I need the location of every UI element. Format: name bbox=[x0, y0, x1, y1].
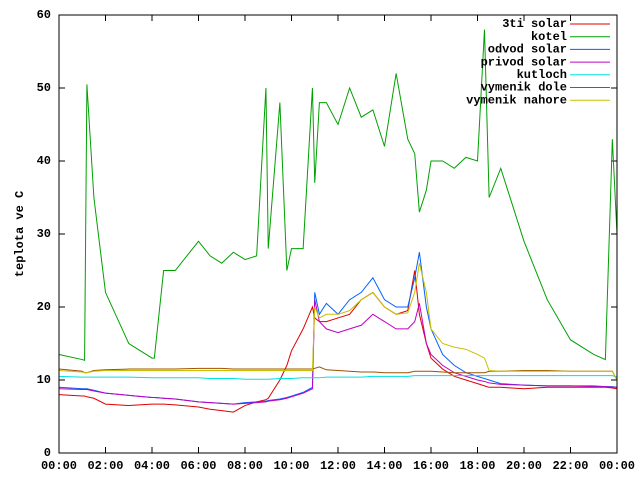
x-tick-label: 14:00 bbox=[366, 459, 402, 473]
y-tick-label: 60 bbox=[37, 8, 51, 22]
x-tick-label: 22:00 bbox=[552, 459, 588, 473]
legend-label: vymenik nahore bbox=[466, 93, 567, 107]
legend-label: odvod solar bbox=[488, 43, 567, 57]
x-tick-label: 00:00 bbox=[41, 459, 77, 473]
x-tick-label: 06:00 bbox=[180, 459, 216, 473]
series-line bbox=[58, 263, 618, 381]
series-line bbox=[58, 366, 618, 381]
legend-label: privod solar bbox=[481, 55, 567, 69]
y-tick-label: 50 bbox=[37, 81, 51, 95]
y-tick-label: 40 bbox=[37, 154, 51, 168]
x-tick-label: 16:00 bbox=[413, 459, 449, 473]
y-tick-label: 30 bbox=[37, 227, 51, 241]
x-tick-label: 04:00 bbox=[134, 459, 170, 473]
y-axis-label: teplota ve C bbox=[13, 191, 27, 277]
plot-border bbox=[58, 14, 618, 454]
legend-label: kutloch bbox=[517, 68, 567, 82]
x-tick-label: 18:00 bbox=[459, 459, 495, 473]
legend-label: vymenik dole bbox=[481, 81, 567, 95]
legend-label: 3ti solar bbox=[502, 17, 567, 31]
y-tick-label: 0 bbox=[44, 446, 51, 460]
x-tick-label: 00:00 bbox=[599, 459, 635, 473]
series-line bbox=[58, 270, 618, 413]
legend-label: kotel bbox=[531, 30, 567, 44]
x-tick-label: 10:00 bbox=[273, 459, 309, 473]
x-tick-label: 20:00 bbox=[506, 459, 542, 473]
series-line bbox=[58, 29, 618, 361]
x-tick-label: 02:00 bbox=[87, 459, 123, 473]
x-tick-label: 08:00 bbox=[227, 459, 263, 473]
y-tick-label: 20 bbox=[37, 300, 51, 314]
series-line bbox=[58, 375, 618, 380]
y-tick-label: 10 bbox=[37, 373, 51, 387]
series-line bbox=[58, 299, 617, 405]
x-tick-label: 12:00 bbox=[320, 459, 356, 473]
